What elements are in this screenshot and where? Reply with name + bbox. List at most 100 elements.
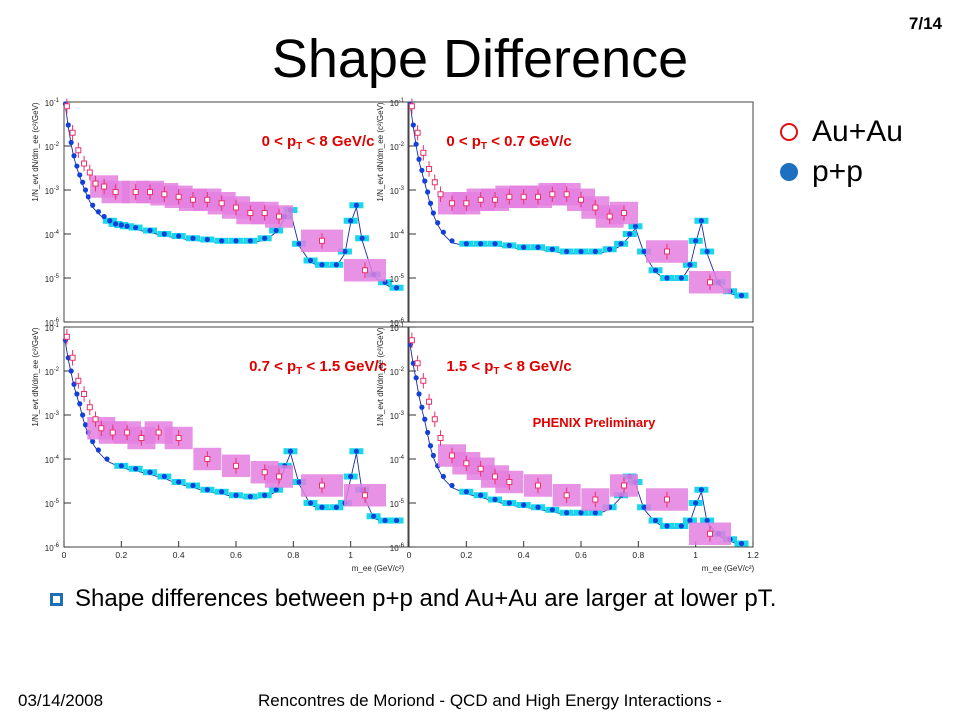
pp-point [147,227,153,234]
y-tick-label: 10-4 [390,230,405,240]
pp-point [416,391,422,397]
pp-point [549,246,555,252]
auau-point [449,452,455,459]
auau-point [81,160,88,167]
pp-point [506,242,512,249]
pp-point [427,200,434,206]
pp-point [190,235,196,241]
auau-point [664,496,670,503]
auau-point [477,465,484,472]
filled-circle-icon [780,163,798,181]
pp-point [425,189,431,195]
pp-point [176,233,182,239]
pp-point [413,141,419,147]
auau-point [276,473,282,480]
auau-point [408,103,415,110]
dielectron-mass-spectra-chart: 10-1 10-2 10-3 10-4 10-5 10-6 0 < pT < 8 GeV/c… [31,98,759,573]
auau-point [535,482,541,489]
pp-point [161,231,167,237]
auau-point [426,166,433,173]
pp-point [578,510,584,516]
y-tick-label: 10-5 [390,499,405,509]
pp-point [449,482,455,489]
pp-point [247,238,253,244]
pp-point [77,401,83,407]
legend-item-pp: p+p [780,152,903,192]
pp-point [233,492,239,498]
square-bullet-icon [50,592,63,606]
auau-point [132,189,139,196]
pp-point [353,448,359,454]
x-tick-label: 0.6 [230,550,242,560]
pp-point [82,422,89,428]
x-tick-label: 1.2 [747,550,759,560]
panel-3: 10-110-210-310-410-510-60 0.2 0.4 0.6 0.8 10.… [31,323,409,560]
pp-point [430,452,436,459]
pp-point [118,222,124,228]
auau-point [190,196,196,203]
pp-point [342,248,348,255]
pp-point [652,517,659,524]
auau-point [437,435,444,442]
y-tick-label: 10-4 [390,455,405,465]
pp-point [410,360,416,366]
auau-point [75,377,82,384]
pp-point [592,248,598,255]
pp-point [348,218,354,224]
y-tick-label: 10-6 [390,543,405,553]
auau-point [161,191,168,198]
pp-point [607,246,613,252]
pp-point [80,179,86,185]
pp-point [618,241,624,247]
auau-point [414,360,421,367]
pp-point [247,493,253,500]
x-tick-label: 1 [348,550,353,560]
pp-point [204,487,210,493]
pp-point [419,167,425,173]
auau-point [431,179,438,186]
pp-point [393,285,400,291]
y-tick-label: 10-4 [45,455,60,465]
auau-point [420,377,427,384]
auau-point [592,496,599,503]
auau-point [592,204,599,211]
pp-point [664,275,670,281]
auau-point [204,196,211,203]
pp-point [478,492,484,498]
pp-point [95,209,101,215]
panel-range-label: 1.5 < pT < 8 GeV/c [446,358,571,377]
pp-point [678,275,684,281]
pp-point [393,517,400,524]
auau-point [506,479,513,486]
pp-point [133,224,139,231]
pp-point [80,412,86,418]
y-axis-label: 1/N_evt dN/dm_ee (c²/GeV) [31,102,40,201]
pp-point [273,227,279,234]
x-tick-label: 0.2 [460,550,472,560]
y-tick-label: 10-6 [45,543,60,553]
pp-point [118,463,124,469]
auau-point [563,191,570,198]
pp-point [632,223,639,229]
y-axis-label: 1/N_evt dN/dm_ee (c²/GeV) [31,327,40,426]
y-tick-label: 10-3 [45,186,60,196]
pp-point [219,489,225,495]
auau-point [138,435,145,442]
auau-point [492,196,498,203]
pp-point [687,262,693,268]
auau-point [92,416,99,423]
footer-date: 03/14/2008 [18,691,104,710]
pp-point [71,381,77,387]
pp-point [449,238,455,244]
auau-point [535,193,541,200]
pp-point [296,479,302,485]
x-tick-label: 0 [407,550,412,560]
pp-point [68,139,74,146]
y-tick-label: 10-1 [45,323,60,333]
auau-point [477,196,484,203]
auau-point [449,200,455,207]
pp-point [319,262,325,268]
auau-point [492,473,498,480]
pp-point [90,438,96,445]
auau-point [707,530,713,537]
